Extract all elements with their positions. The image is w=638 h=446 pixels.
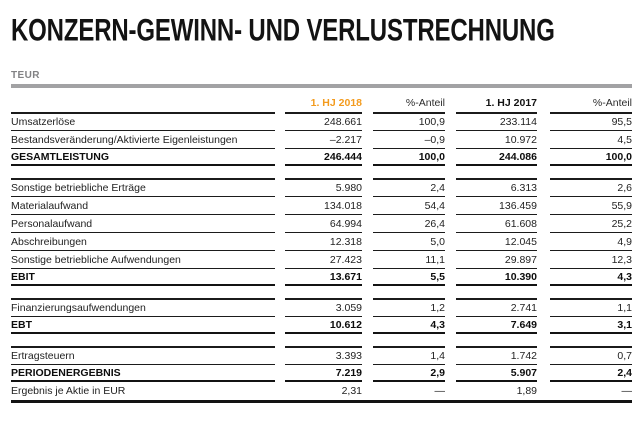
row-value: 13.671 <box>285 268 362 286</box>
row-value: 2.741 <box>456 298 537 316</box>
row-value: 7.219 <box>285 364 362 382</box>
row-value: 54,4 <box>373 196 445 214</box>
table-row: Ergebnis je Aktie in EUR 2,31 — 1,89 — <box>11 382 632 400</box>
row-value: 248.661 <box>285 112 362 130</box>
row-value: 64.994 <box>285 214 362 232</box>
column-header-1hj2017: 1. HJ 2017 <box>485 97 537 109</box>
row-value: 5.907 <box>456 364 537 382</box>
table-section: Finanzierungsaufwendungen 3.059 1,2 2.741 1,… <box>11 298 632 334</box>
row-value: 2,9 <box>373 364 445 382</box>
row-value: 2,4 <box>373 178 445 196</box>
table-row: GESAMTLEISTUNG 246.444 100,0 244.086 100,0 <box>11 148 632 166</box>
row-label: Bestandsveränderung/Aktivierte Eigenleis… <box>11 130 275 148</box>
row-value: 55,9 <box>550 196 632 214</box>
row-value: 12,3 <box>550 250 632 268</box>
row-value: 3.393 <box>285 346 362 364</box>
unit-label: TEUR <box>11 70 40 81</box>
table-row: Umsatzerlöse 248.661 100,9 233.114 95,5 <box>11 112 632 130</box>
row-value: –2.217 <box>285 130 362 148</box>
table-row: Finanzierungsaufwendungen 3.059 1,2 2.741 1,… <box>11 298 632 316</box>
table-row: Bestandsveränderung/Aktivierte Eigenleis… <box>11 130 632 148</box>
row-value: 1.742 <box>456 346 537 364</box>
table-section: Sonstige betriebliche Erträge 5.980 2,4 6.3… <box>11 178 632 286</box>
table-section: Ertragsteuern 3.393 1,4 1.742 0,7 PERIODENERG… <box>11 346 632 400</box>
row-value: 11,1 <box>373 250 445 268</box>
row-value: 2,6 <box>550 178 632 196</box>
row-label: GESAMTLEISTUNG <box>11 148 275 166</box>
row-label: Sonstige betriebliche Erträge <box>11 178 275 196</box>
row-value: 27.423 <box>285 250 362 268</box>
row-value: 3.059 <box>285 298 362 316</box>
row-value: –0,9 <box>373 130 445 148</box>
row-value: 1,4 <box>373 346 445 364</box>
table-bottom-rule <box>11 400 632 403</box>
row-label: Materialaufwand <box>11 196 275 214</box>
page-title: KONZERN-GEWINN- UND VERLUSTRECHNUNG <box>11 13 555 48</box>
row-value: 10.972 <box>456 130 537 148</box>
table-row: Abschreibungen 12.318 5,0 12.045 4,9 <box>11 232 632 250</box>
row-value: 3,1 <box>550 316 632 334</box>
row-value: 6.313 <box>456 178 537 196</box>
row-value: 10.612 <box>285 316 362 334</box>
row-value: 4,5 <box>550 130 632 148</box>
row-value: 2,31 <box>341 385 362 397</box>
row-value: 26,4 <box>373 214 445 232</box>
table-section: Umsatzerlöse 248.661 100,9 233.114 95,5 Besta… <box>11 112 632 166</box>
row-label: Umsatzerlöse <box>11 112 275 130</box>
row-value: 5,5 <box>373 268 445 286</box>
row-value: 2,4 <box>550 364 632 382</box>
row-value: 29.897 <box>456 250 537 268</box>
table-header-row: 1. HJ 2018 %-Anteil 1. HJ 2017 %-Anteil <box>11 94 632 112</box>
row-value: 7.649 <box>456 316 537 334</box>
row-value: 246.444 <box>285 148 362 166</box>
row-label: EBT <box>11 316 275 334</box>
row-value: 244.086 <box>456 148 537 166</box>
row-value: 61.608 <box>456 214 537 232</box>
header-rule <box>11 84 632 88</box>
table-row: Materialaufwand 134.018 54,4 136.459 55,9 <box>11 196 632 214</box>
row-value: 100,0 <box>550 148 632 166</box>
row-value: 100,0 <box>373 148 445 166</box>
row-label: Ergebnis je Aktie in EUR <box>11 385 126 397</box>
row-value: 100,9 <box>373 112 445 130</box>
column-header-anteil-2017: %-Anteil <box>592 97 632 109</box>
row-value: — <box>434 385 446 397</box>
table-row: Ertragsteuern 3.393 1,4 1.742 0,7 <box>11 346 632 364</box>
income-statement-table: Umsatzerlöse 248.661 100,9 233.114 95,5 Besta… <box>11 112 632 400</box>
row-label: Finanzierungsaufwendungen <box>11 298 275 316</box>
table-row: EBIT 13.671 5,5 10.390 4,3 <box>11 268 632 286</box>
row-value: 1,1 <box>550 298 632 316</box>
table-row: PERIODENERGEBNIS 7.219 2,9 5.907 2,4 <box>11 364 632 382</box>
row-value: — <box>621 385 633 397</box>
row-label: Ertragsteuern <box>11 346 275 364</box>
row-value: 5.980 <box>285 178 362 196</box>
table-row: Sonstige betriebliche Erträge 5.980 2,4 6.3… <box>11 178 632 196</box>
row-value: 95,5 <box>550 112 632 130</box>
column-header-1hj2018: 1. HJ 2018 <box>310 97 362 109</box>
row-value: 25,2 <box>550 214 632 232</box>
row-value: 12.318 <box>285 232 362 250</box>
row-value: 4,3 <box>373 316 445 334</box>
row-value: 4,3 <box>550 268 632 286</box>
row-value: 4,9 <box>550 232 632 250</box>
row-value: 233.114 <box>456 112 537 130</box>
row-label: Sonstige betriebliche Aufwendungen <box>11 250 275 268</box>
row-label: Abschreibungen <box>11 232 275 250</box>
row-value: 1,2 <box>373 298 445 316</box>
row-label: EBIT <box>11 268 275 286</box>
row-label: Personalaufwand <box>11 214 275 232</box>
row-label: PERIODENERGEBNIS <box>11 364 275 382</box>
table-row: Personalaufwand 64.994 26,4 61.608 25,2 <box>11 214 632 232</box>
column-header-anteil-2018: %-Anteil <box>405 97 445 109</box>
row-value: 5,0 <box>373 232 445 250</box>
row-value: 12.045 <box>456 232 537 250</box>
row-value: 1,89 <box>516 385 537 397</box>
row-value: 136.459 <box>456 196 537 214</box>
row-value: 0,7 <box>550 346 632 364</box>
table-row: EBT 10.612 4,3 7.649 3,1 <box>11 316 632 334</box>
row-value: 10.390 <box>456 268 537 286</box>
row-value: 134.018 <box>285 196 362 214</box>
table-row: Sonstige betriebliche Aufwendungen 27.423… <box>11 250 632 268</box>
